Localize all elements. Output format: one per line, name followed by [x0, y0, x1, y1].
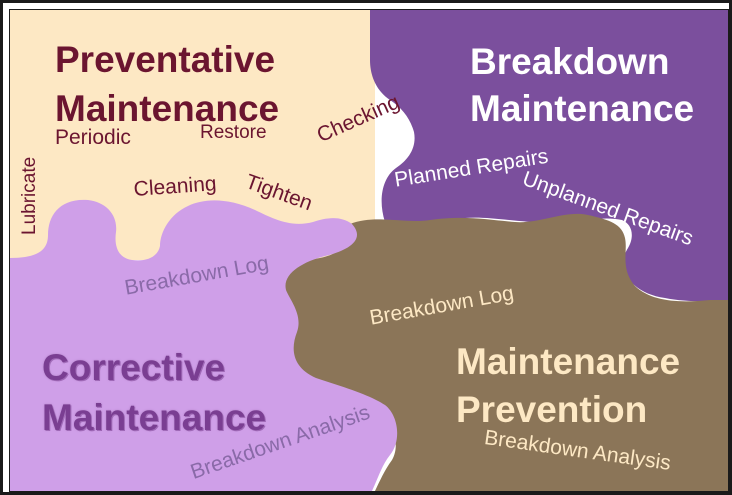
corrective-title-line2: Maintenance: [42, 397, 267, 438]
prevention-title-line1: Maintenance: [456, 341, 681, 382]
prevention-title-line2: Prevention: [456, 389, 648, 430]
maintenance-puzzle-diagram: Preventative Maintenance Periodic Restor…: [9, 9, 729, 492]
breakdown-title-line1: Breakdown: [470, 41, 670, 82]
corrective-title-line1: Corrective: [42, 347, 226, 388]
breakdown-piece: [370, 10, 728, 302]
periodic-label: Periodic: [55, 126, 131, 149]
puzzle-pieces: [10, 10, 728, 491]
lubricate-label: Lubricate: [19, 156, 40, 235]
corrective-piece: [10, 199, 398, 491]
preventative-title-line1: Preventative: [55, 39, 276, 80]
breakdown-title-line2: Maintenance: [470, 88, 695, 129]
restore-label: Restore: [200, 122, 267, 143]
preventative-title-line2: Maintenance: [55, 88, 280, 129]
cleaning-label: Cleaning: [132, 172, 218, 201]
